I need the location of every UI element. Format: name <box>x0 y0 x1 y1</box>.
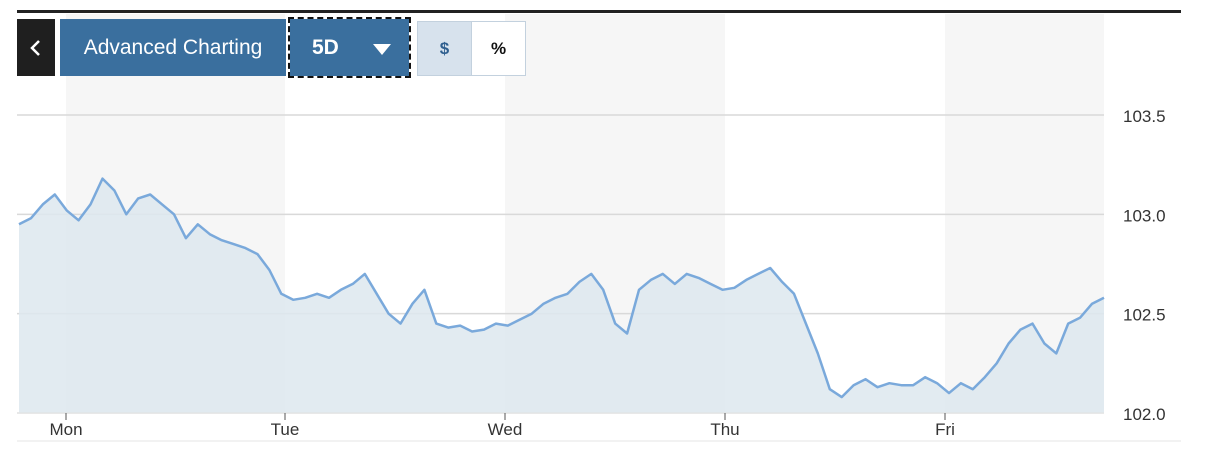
advanced-charting-button[interactable]: Advanced Charting <box>60 19 286 76</box>
y-tick-label: 103.5 <box>1123 107 1166 126</box>
x-tick-label: Fri <box>935 420 955 439</box>
x-tick-label: Mon <box>49 420 82 439</box>
percent-toggle-button[interactable]: % <box>471 21 526 76</box>
y-tick-label: 102.5 <box>1123 306 1166 325</box>
period-select[interactable]: 5D <box>288 17 411 78</box>
caret-down-icon <box>373 44 391 55</box>
percent-label: % <box>490 38 507 58</box>
series-line <box>18 177 1105 399</box>
dollar-label: $ <box>439 38 450 58</box>
chevron-left-icon <box>30 39 40 56</box>
y-tick-label: 103.0 <box>1123 206 1166 225</box>
x-tick-label: Wed <box>488 420 523 439</box>
back-button[interactable] <box>17 19 55 76</box>
advanced-charting-label: Advanced Charting <box>83 35 263 59</box>
period-label: 5D <box>312 35 339 59</box>
top-rule <box>17 10 1181 13</box>
x-tick-label: Thu <box>710 420 739 439</box>
dollar-toggle-button[interactable]: $ <box>417 21 472 76</box>
y-tick-label: 102.0 <box>1123 405 1166 424</box>
x-tick-label: Tue <box>271 420 300 439</box>
